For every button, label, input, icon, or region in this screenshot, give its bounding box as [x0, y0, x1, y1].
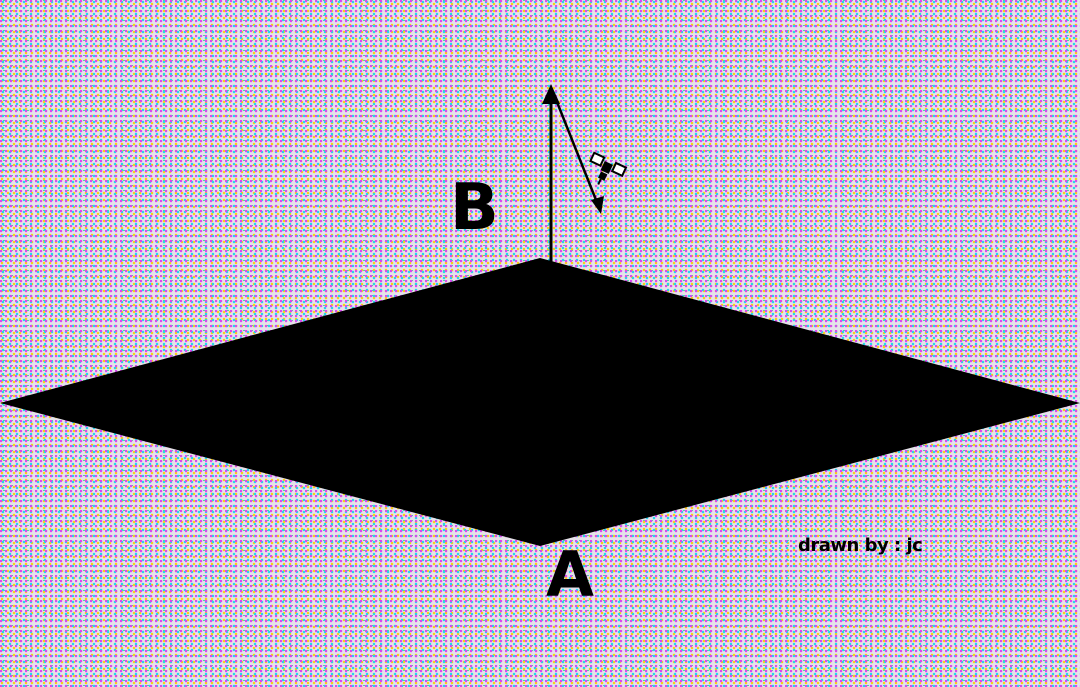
- author-credit: drawn by : jc: [798, 535, 923, 556]
- point-a-label: A: [546, 538, 594, 611]
- satellite-icon: [589, 151, 628, 185]
- satellite-link-arrowhead: [591, 196, 604, 214]
- point-b-label: B: [450, 171, 499, 245]
- ground-plane: [0, 258, 1080, 546]
- satellite-link-line: [551, 91, 602, 211]
